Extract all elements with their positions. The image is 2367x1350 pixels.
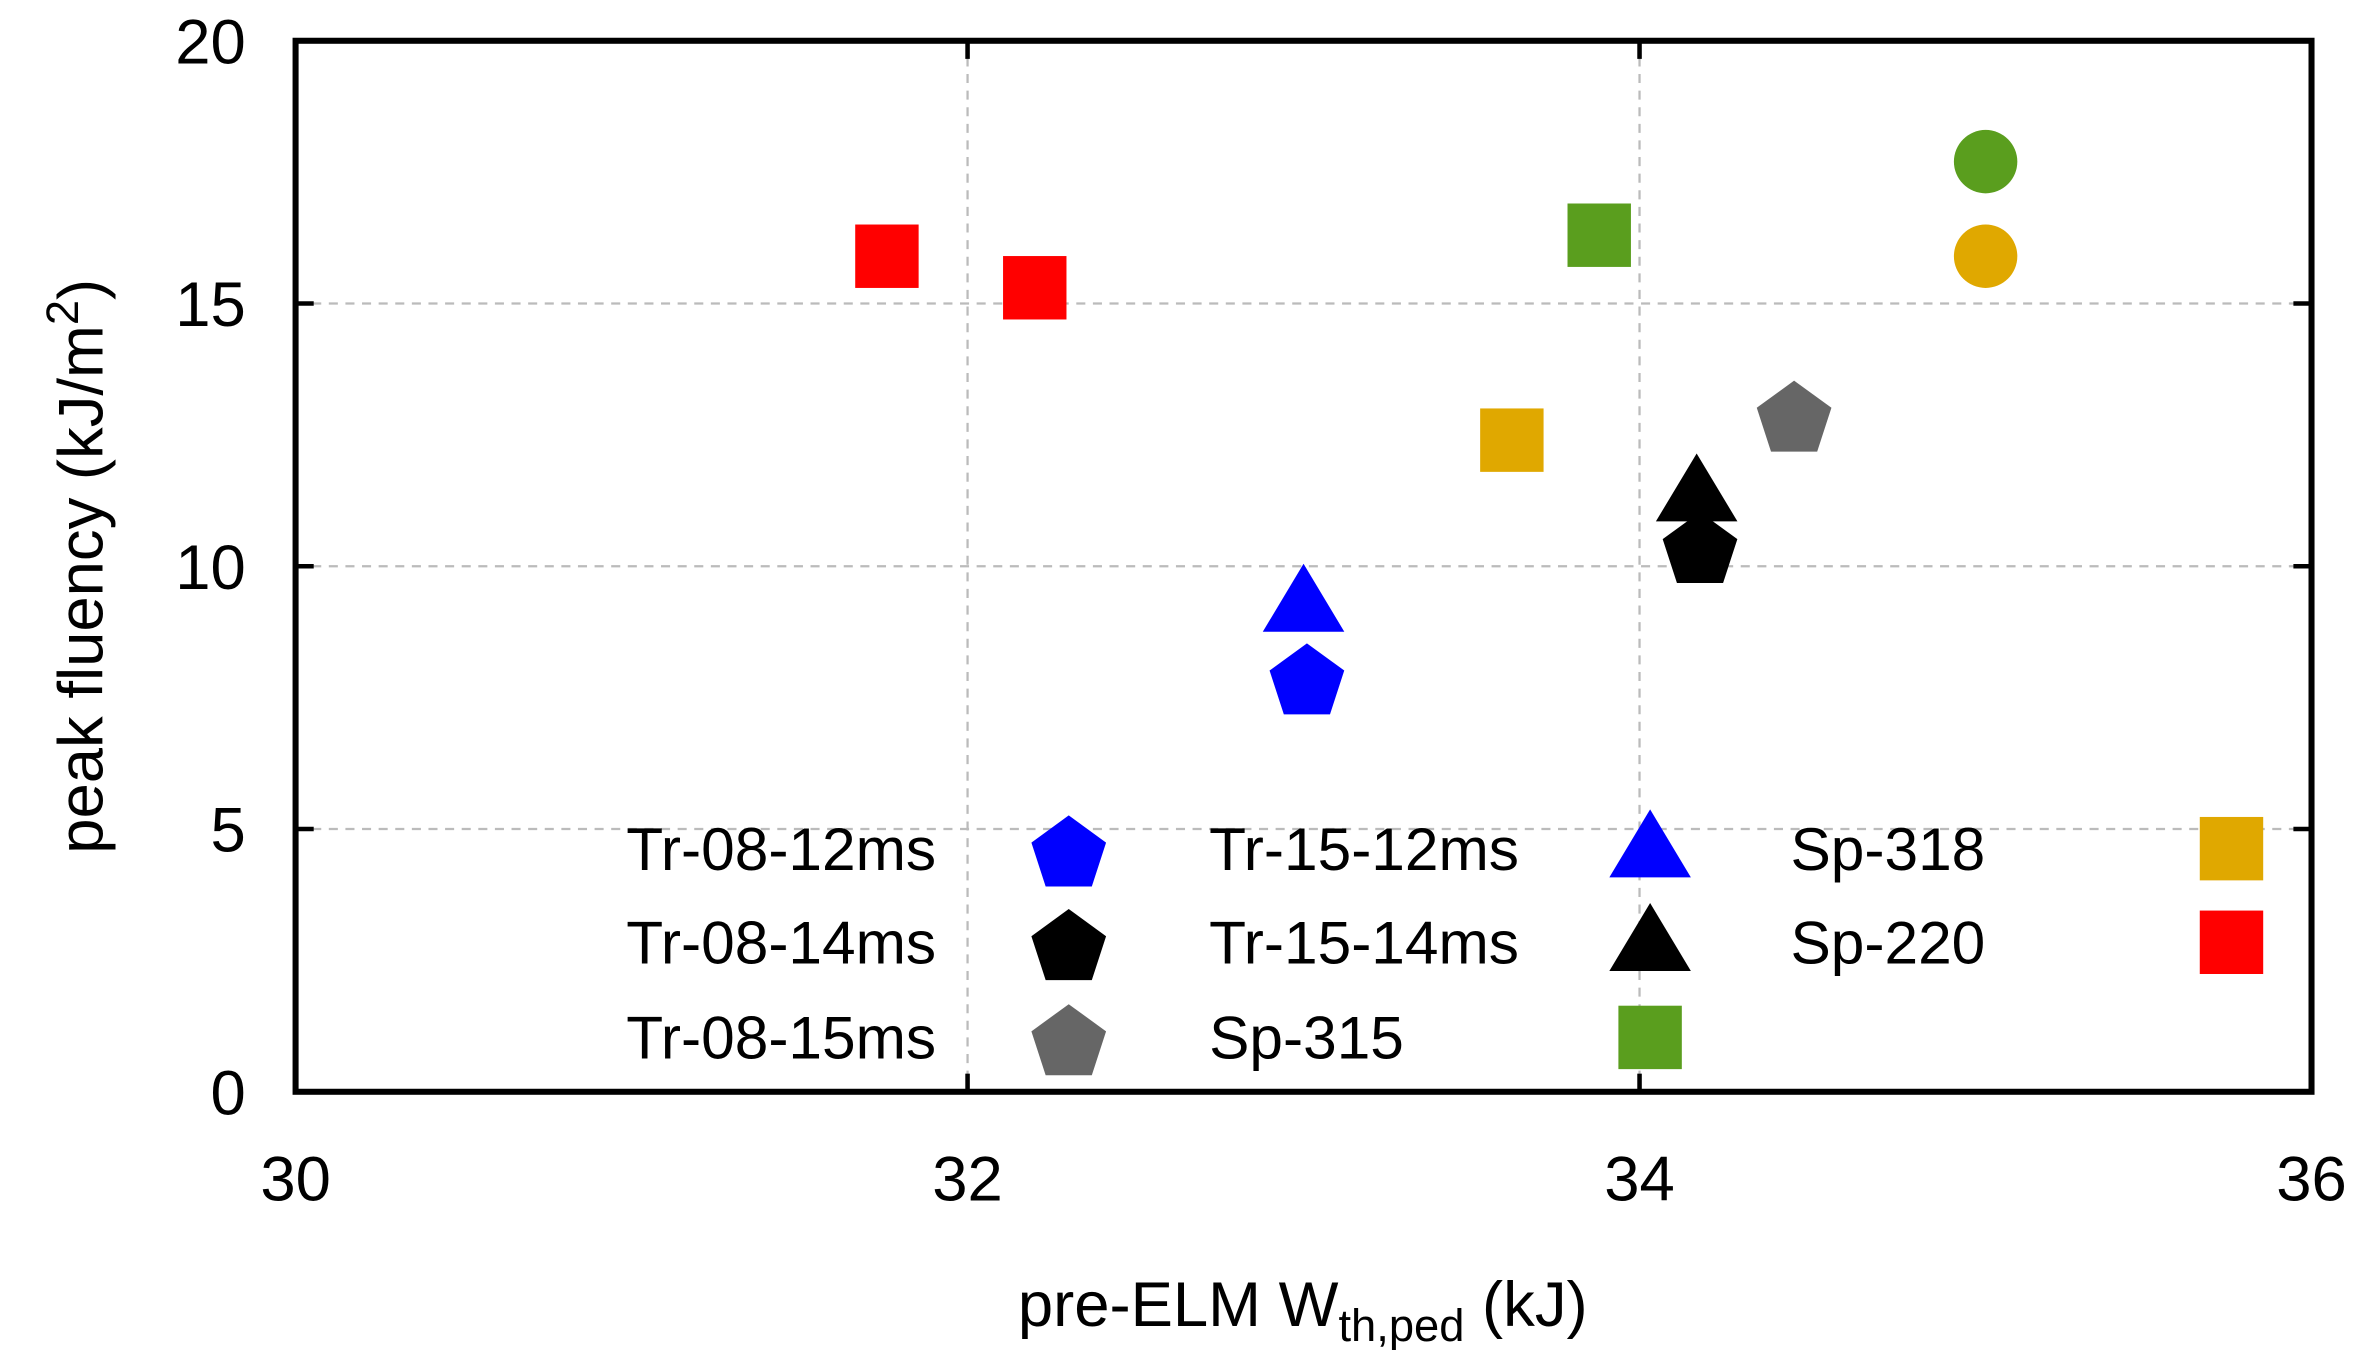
data-point [1262, 563, 1345, 632]
data-point [1655, 453, 1738, 522]
legend-label: Tr-08-15ms [626, 1004, 936, 1072]
legend-label: Sp-315 [1209, 1004, 1404, 1072]
y-tick-label: 5 [210, 796, 245, 866]
legend-label: Tr-08-12ms [626, 815, 936, 883]
y-tick-label: 0 [210, 1058, 245, 1128]
x-axis-label: pre-ELM Wth,ped (kJ) [1018, 1270, 1588, 1350]
legend-marker [2199, 816, 2264, 881]
data-point [1953, 129, 2018, 194]
data-point [1953, 224, 2018, 288]
y-label-main: peak fluency (kJ/m [46, 325, 116, 854]
legend-marker [1609, 809, 1691, 878]
x-label-end: (kJ) [1464, 1270, 1587, 1340]
x-label-main: pre-ELM W [1018, 1270, 1339, 1340]
data-point [855, 224, 919, 288]
y-tick-label: 10 [175, 533, 246, 603]
legend-marker [1609, 903, 1691, 971]
data-point [1662, 512, 1738, 584]
plot-frame [292, 37, 2315, 1095]
y-axis-label: peak fluency (kJ/m2) [37, 279, 116, 854]
y-label-sup: 2 [37, 300, 88, 325]
legend-marker [1618, 1005, 1682, 1070]
legend-label: Sp-318 [1791, 815, 1986, 883]
legend-label: Sp-220 [1791, 908, 1986, 976]
x-tick-label: 30 [260, 1145, 331, 1215]
y-tick-label: 20 [175, 7, 246, 77]
data-point [1756, 380, 1832, 452]
y-label-end: ) [46, 279, 116, 300]
data-point [1003, 256, 1067, 320]
x-tick-label: 34 [1604, 1145, 1675, 1215]
legend-label: Tr-08-14ms [626, 908, 936, 976]
x-tick-label: 32 [932, 1145, 1003, 1215]
data-point [1269, 643, 1345, 715]
legend-label: Tr-15-14ms [1209, 908, 1519, 976]
legend-label: Tr-15-12ms [1209, 815, 1519, 883]
y-tick-label: 15 [175, 270, 246, 340]
legend-marker [1031, 909, 1107, 981]
x-label-sub: th,ped [1338, 1300, 1464, 1350]
legend-marker [2199, 910, 2264, 974]
legend-marker [1031, 815, 1107, 887]
legend-marker [1031, 1004, 1107, 1076]
data-point [1480, 408, 1544, 472]
x-tick-label: 36 [2276, 1145, 2347, 1215]
data-point [1567, 203, 1631, 267]
